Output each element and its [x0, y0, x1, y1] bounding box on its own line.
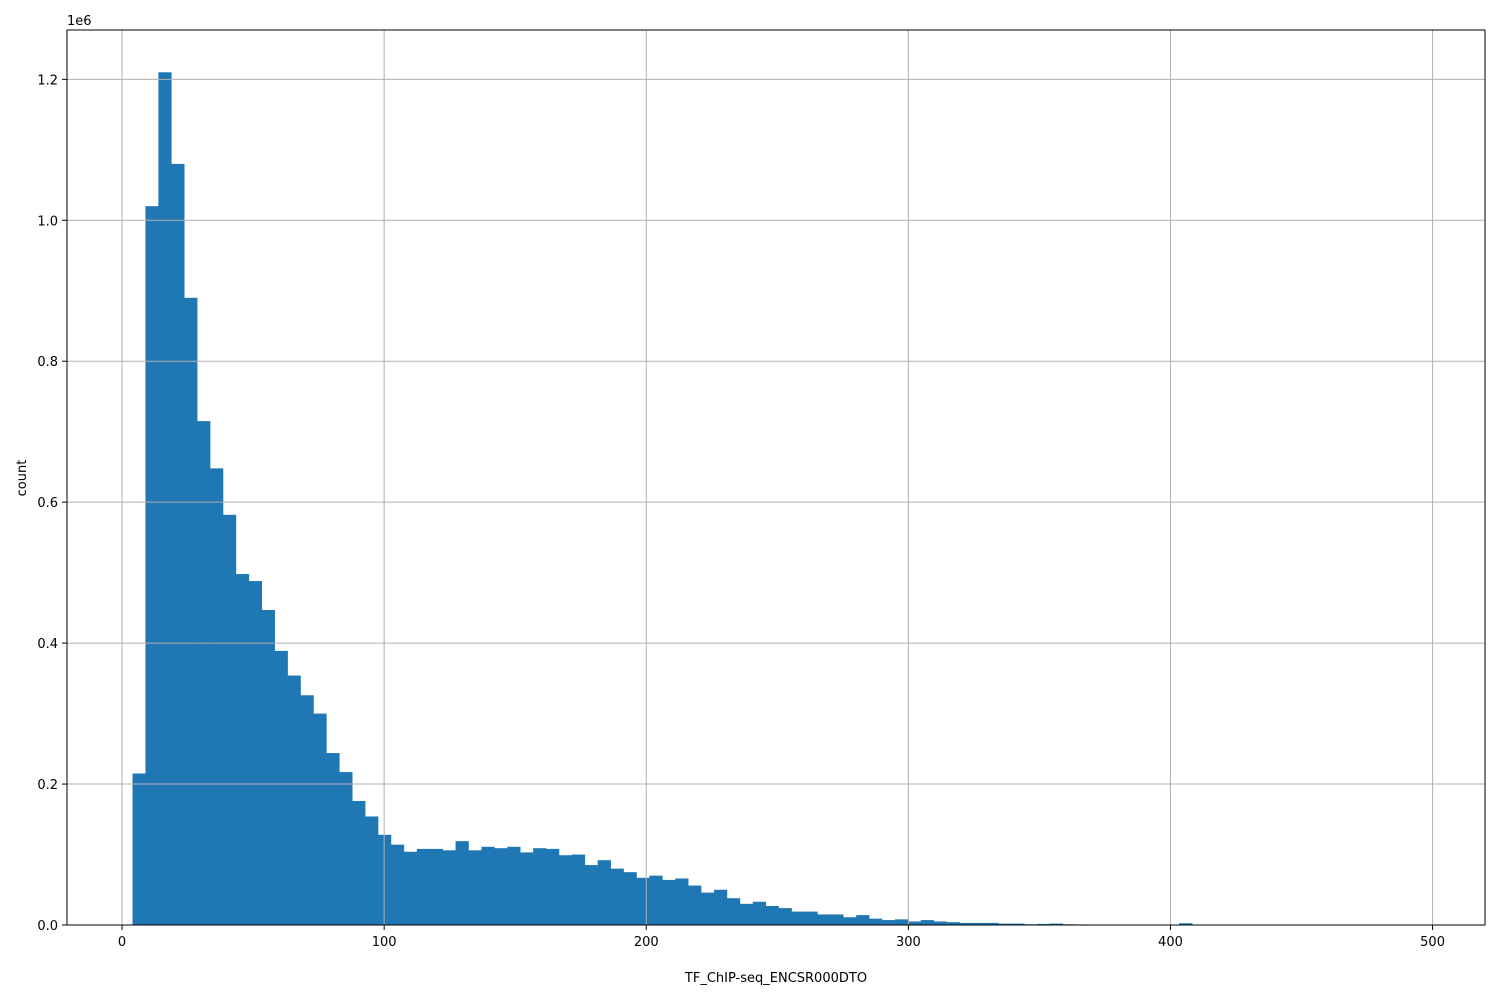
y-tick-label: 1.2 — [37, 73, 58, 88]
histogram-bar — [1037, 923, 1051, 925]
y-offset-label: 1e6 — [67, 14, 92, 29]
histogram-bar — [701, 892, 715, 925]
histogram-bar — [584, 865, 599, 925]
histogram-bar — [856, 915, 870, 925]
histogram-bar — [933, 921, 947, 925]
histogram-bar — [959, 922, 973, 925]
histogram-bar — [778, 908, 792, 925]
histogram-bar — [455, 841, 469, 925]
histogram-bar — [300, 695, 314, 925]
x-tick-label: 200 — [634, 935, 659, 950]
histogram-bar — [520, 852, 534, 925]
histogram-bar — [235, 574, 250, 925]
x-axis-label: TF_ChIP-seq_ENCSR000DTO — [684, 971, 867, 986]
histogram-bar — [494, 848, 508, 925]
histogram-bar — [1011, 923, 1025, 925]
histogram-bar — [1179, 923, 1193, 925]
histogram-bar — [274, 650, 288, 925]
histogram-bar — [920, 920, 934, 925]
x-tick-label: 0 — [118, 935, 126, 950]
histogram-bar — [610, 868, 624, 925]
x-tick-label: 300 — [896, 935, 921, 950]
grid-layer — [67, 30, 1485, 926]
histogram-bar — [248, 581, 263, 925]
histogram-bar — [726, 898, 741, 925]
histogram-bar — [662, 879, 676, 925]
histogram-bar — [623, 872, 637, 925]
histogram-bar — [403, 851, 418, 925]
x-tick-label: 500 — [1420, 935, 1445, 950]
histogram-bar — [313, 713, 327, 925]
histogram-bar — [752, 901, 766, 925]
histogram-bar — [972, 922, 986, 925]
histogram-bar — [882, 920, 896, 925]
histogram-bar — [158, 72, 172, 925]
histogram-bar — [197, 421, 211, 925]
histogram-bar — [558, 855, 573, 925]
bars-layer — [132, 72, 1426, 925]
histogram-bar — [468, 850, 482, 925]
y-tick-label: 0.4 — [37, 637, 58, 652]
histogram-bar — [830, 914, 844, 925]
y-tick-label: 1.0 — [37, 214, 58, 229]
histogram-bar — [378, 834, 392, 925]
histogram-bar — [365, 816, 379, 925]
histogram-bar — [571, 854, 586, 925]
histogram-bar — [287, 675, 301, 925]
ticks-layer: 0 100 200 300 400 500 0.0 0.2 0.4 0.6 0.8 1.0 1.2 — [37, 73, 1445, 950]
histogram-bar — [145, 206, 159, 925]
histogram-bar — [507, 846, 521, 925]
histogram-bar — [985, 922, 999, 925]
y-tick-label: 0.6 — [37, 496, 58, 511]
histogram-bar — [869, 918, 883, 925]
histogram-bar — [649, 875, 663, 925]
histogram-bar — [739, 903, 754, 925]
histogram-bar — [546, 848, 560, 925]
histogram-bar — [184, 297, 198, 925]
histogram-bar — [817, 914, 831, 925]
histogram-bar — [429, 848, 443, 925]
histogram-bar — [765, 905, 779, 925]
histogram-bar — [481, 846, 495, 925]
histogram-bar — [442, 850, 456, 925]
histogram-bar — [843, 917, 857, 925]
y-tick-label: 0.2 — [37, 778, 58, 793]
histogram-bar — [261, 609, 275, 925]
histogram-bar — [894, 919, 909, 925]
histogram-bar — [714, 889, 728, 925]
histogram-bar — [1049, 923, 1064, 925]
x-tick-label: 400 — [1158, 935, 1183, 950]
histogram-bar — [390, 844, 405, 925]
histogram-bar — [533, 848, 547, 925]
y-tick-label: 0.8 — [37, 355, 58, 370]
histogram-bar — [998, 923, 1012, 925]
histogram-bar — [688, 885, 702, 925]
histogram-bar — [675, 878, 689, 925]
x-tick-label: 100 — [372, 935, 397, 950]
histogram-bar — [791, 911, 805, 925]
histogram-bar — [636, 877, 650, 925]
histogram-bar — [210, 468, 224, 925]
histogram-bar — [597, 860, 611, 925]
y-axis-label: count — [15, 460, 30, 497]
histogram-bar — [416, 848, 431, 925]
y-tick-label: 0.0 — [37, 919, 58, 934]
histogram-bar — [326, 753, 340, 925]
histogram-bar — [804, 911, 818, 925]
histogram-bar — [339, 772, 353, 925]
histogram-bar — [946, 922, 960, 925]
histogram-bar — [907, 921, 922, 925]
histogram-bar — [132, 773, 146, 925]
histogram-bar — [352, 800, 366, 925]
histogram-bar — [171, 163, 185, 925]
histogram-bar — [222, 514, 237, 925]
plot-frame — [66, 29, 1486, 926]
